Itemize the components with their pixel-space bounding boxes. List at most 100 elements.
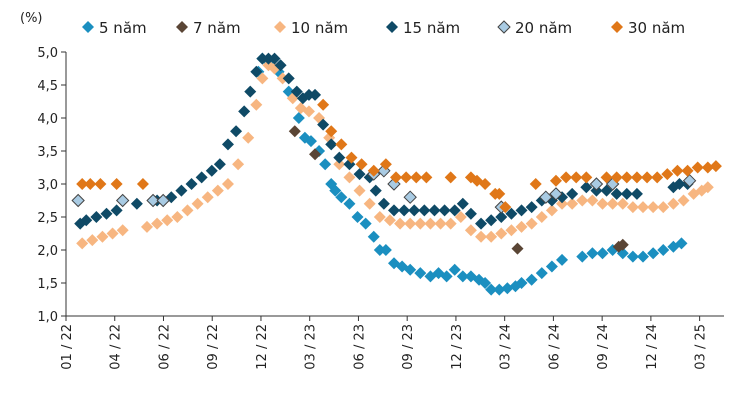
data-point <box>367 164 380 177</box>
data-point <box>434 217 447 230</box>
y-tick-label: 4,0 <box>37 112 58 127</box>
data-point <box>493 283 506 296</box>
data-point <box>589 177 604 191</box>
data-point <box>282 72 295 85</box>
data-point <box>373 244 386 256</box>
data-point <box>387 204 400 217</box>
data-point <box>221 178 234 190</box>
data-point <box>637 250 650 263</box>
data-point <box>387 177 401 191</box>
data-point <box>535 267 548 280</box>
data-point <box>377 164 391 178</box>
data-point <box>238 105 251 118</box>
data-point <box>616 238 629 251</box>
data-point <box>681 164 694 177</box>
data-point <box>479 178 492 190</box>
data-point <box>201 191 214 204</box>
data-point <box>549 174 562 187</box>
data-point <box>410 171 423 184</box>
data-point <box>424 217 437 230</box>
x-tick-label: 03 / 24 <box>499 324 514 370</box>
data-point <box>302 105 315 118</box>
data-point <box>515 220 528 233</box>
legend-label: 7 năm <box>193 19 241 37</box>
data-point <box>151 217 164 230</box>
data-point <box>110 178 123 190</box>
data-point <box>317 118 330 131</box>
data-point <box>181 204 194 217</box>
data-point <box>610 171 623 184</box>
legend-marker <box>176 21 188 33</box>
data-point <box>161 214 174 227</box>
data-point <box>626 250 639 263</box>
data-point <box>456 270 469 283</box>
data-point <box>440 270 453 283</box>
data-point <box>505 224 518 237</box>
data-point <box>616 197 629 210</box>
y-tick-label: 3,5 <box>37 145 58 160</box>
data-point <box>232 158 245 171</box>
x-tick-labels: 01 / 22 04 / 22 06 / 22 09 / 22 12 / 22 03 / … <box>60 324 709 370</box>
data-point <box>438 204 451 217</box>
data-point <box>525 273 538 286</box>
data-point <box>600 171 613 184</box>
x-tick-label: 09 / 22 <box>206 324 221 370</box>
data-point <box>464 224 477 237</box>
data-point <box>566 197 579 210</box>
data-point <box>485 214 498 227</box>
data-point <box>626 201 639 214</box>
y-tick-labels: 1,0 1,5 2,0 2,5 3,0 3,5 4,0 4,5 5,0 <box>37 46 58 325</box>
data-point <box>317 98 330 111</box>
data-point <box>140 220 153 233</box>
data-point <box>304 135 317 148</box>
data-point <box>448 204 461 217</box>
data-point <box>479 277 492 289</box>
data-point <box>268 52 281 65</box>
data-point <box>290 85 303 98</box>
data-point <box>335 138 348 151</box>
data-point <box>535 211 548 223</box>
y-tick-label: 5,0 <box>37 46 58 61</box>
data-points <box>71 52 722 296</box>
x-tick-label: 01 / 22 <box>60 324 75 370</box>
data-point <box>444 171 457 184</box>
data-point <box>556 197 569 210</box>
data-point <box>620 187 633 200</box>
data-point <box>398 204 411 217</box>
data-point <box>576 194 589 207</box>
data-point <box>444 217 457 230</box>
data-point <box>146 193 160 208</box>
data-point <box>420 171 433 184</box>
legend-marker <box>497 20 511 34</box>
data-point <box>641 171 654 184</box>
data-point <box>377 197 390 210</box>
data-point <box>545 260 558 273</box>
data-point <box>171 211 184 223</box>
data-point <box>335 191 348 204</box>
data-point <box>363 197 376 210</box>
data-point <box>495 211 508 223</box>
x-tick-label: 12 / 23 <box>450 324 465 370</box>
data-point <box>495 227 508 240</box>
data-point <box>404 263 417 276</box>
legend-label: 5 năm <box>99 19 147 37</box>
data-point <box>545 204 558 217</box>
x-tick-label: 06 / 23 <box>352 324 367 370</box>
data-point <box>191 197 204 210</box>
x-tick-label: 06 / 22 <box>157 324 172 370</box>
data-point <box>136 178 149 190</box>
data-point <box>359 217 372 230</box>
data-point <box>570 171 583 184</box>
data-point <box>390 171 403 184</box>
data-point <box>493 187 506 200</box>
data-point <box>414 267 427 280</box>
data-point <box>288 125 301 138</box>
data-point <box>156 193 170 208</box>
data-point <box>353 184 366 197</box>
data-point <box>630 187 643 200</box>
data-point <box>677 194 690 207</box>
data-point <box>213 158 226 171</box>
data-point <box>302 88 315 101</box>
data-point <box>343 171 356 184</box>
data-point <box>620 171 633 184</box>
